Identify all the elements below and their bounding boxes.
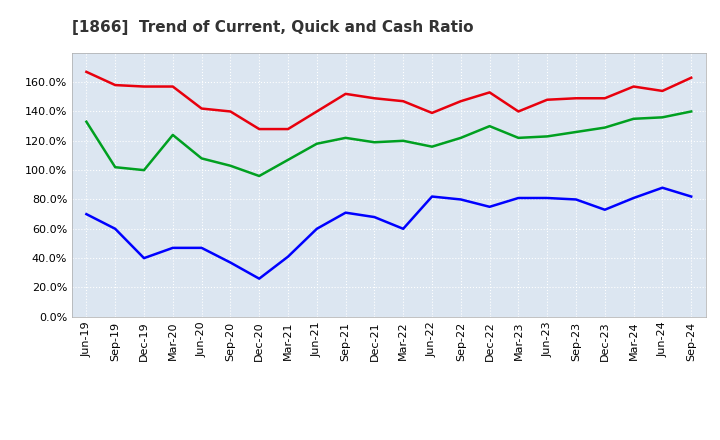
Quick Ratio bbox=[629, 116, 638, 121]
Quick Ratio bbox=[514, 135, 523, 140]
Cash Ratio bbox=[312, 226, 321, 231]
Current Ratio bbox=[514, 109, 523, 114]
Cash Ratio bbox=[600, 207, 609, 213]
Line: Cash Ratio: Cash Ratio bbox=[86, 188, 691, 279]
Cash Ratio bbox=[514, 195, 523, 201]
Cash Ratio bbox=[572, 197, 580, 202]
Quick Ratio bbox=[485, 124, 494, 129]
Cash Ratio bbox=[428, 194, 436, 199]
Quick Ratio bbox=[111, 165, 120, 170]
Current Ratio bbox=[284, 126, 292, 132]
Current Ratio bbox=[82, 69, 91, 74]
Quick Ratio bbox=[399, 138, 408, 143]
Cash Ratio bbox=[687, 194, 696, 199]
Current Ratio bbox=[111, 82, 120, 88]
Cash Ratio bbox=[456, 197, 465, 202]
Current Ratio bbox=[399, 99, 408, 104]
Quick Ratio bbox=[543, 134, 552, 139]
Current Ratio bbox=[226, 109, 235, 114]
Cash Ratio bbox=[226, 260, 235, 265]
Current Ratio bbox=[600, 95, 609, 101]
Quick Ratio bbox=[572, 129, 580, 135]
Quick Ratio bbox=[600, 125, 609, 130]
Cash Ratio bbox=[284, 254, 292, 259]
Quick Ratio bbox=[456, 135, 465, 140]
Cash Ratio bbox=[629, 195, 638, 201]
Current Ratio bbox=[140, 84, 148, 89]
Current Ratio bbox=[168, 84, 177, 89]
Quick Ratio bbox=[168, 132, 177, 138]
Current Ratio bbox=[312, 109, 321, 114]
Cash Ratio bbox=[82, 212, 91, 217]
Quick Ratio bbox=[82, 119, 91, 125]
Quick Ratio bbox=[140, 168, 148, 173]
Cash Ratio bbox=[485, 204, 494, 209]
Current Ratio bbox=[687, 75, 696, 81]
Quick Ratio bbox=[312, 141, 321, 147]
Quick Ratio bbox=[370, 139, 379, 145]
Current Ratio bbox=[255, 126, 264, 132]
Cash Ratio bbox=[140, 256, 148, 261]
Current Ratio bbox=[456, 99, 465, 104]
Current Ratio bbox=[572, 95, 580, 101]
Current Ratio bbox=[370, 95, 379, 101]
Cash Ratio bbox=[111, 226, 120, 231]
Current Ratio bbox=[197, 106, 206, 111]
Current Ratio bbox=[341, 91, 350, 96]
Current Ratio bbox=[428, 110, 436, 116]
Cash Ratio bbox=[399, 226, 408, 231]
Quick Ratio bbox=[255, 173, 264, 179]
Current Ratio bbox=[658, 88, 667, 94]
Current Ratio bbox=[543, 97, 552, 103]
Quick Ratio bbox=[687, 109, 696, 114]
Cash Ratio bbox=[197, 245, 206, 250]
Current Ratio bbox=[629, 84, 638, 89]
Cash Ratio bbox=[543, 195, 552, 201]
Quick Ratio bbox=[197, 156, 206, 161]
Quick Ratio bbox=[658, 115, 667, 120]
Cash Ratio bbox=[168, 245, 177, 250]
Current Ratio bbox=[485, 90, 494, 95]
Cash Ratio bbox=[255, 276, 264, 281]
Cash Ratio bbox=[341, 210, 350, 215]
Quick Ratio bbox=[341, 135, 350, 140]
Line: Current Ratio: Current Ratio bbox=[86, 72, 691, 129]
Text: [1866]  Trend of Current, Quick and Cash Ratio: [1866] Trend of Current, Quick and Cash … bbox=[72, 20, 474, 35]
Cash Ratio bbox=[658, 185, 667, 191]
Cash Ratio bbox=[370, 214, 379, 220]
Line: Quick Ratio: Quick Ratio bbox=[86, 111, 691, 176]
Quick Ratio bbox=[226, 163, 235, 169]
Quick Ratio bbox=[428, 144, 436, 149]
Quick Ratio bbox=[284, 157, 292, 162]
